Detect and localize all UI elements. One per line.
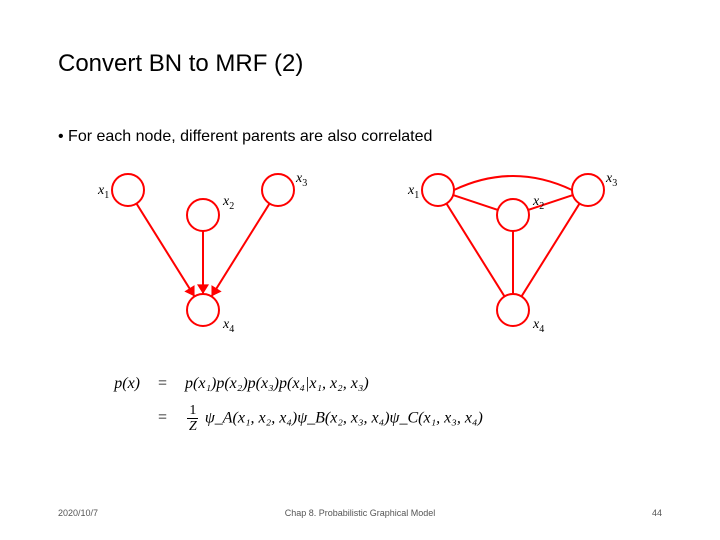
graph-node xyxy=(262,174,294,206)
footer-date: 2020/10/7 xyxy=(58,508,98,518)
edge xyxy=(453,195,498,210)
graph-node xyxy=(497,199,529,231)
edge xyxy=(211,204,269,297)
node-label: x3 xyxy=(605,171,617,189)
network-diagrams: x1 x2 x3 x4 x1 x2 x3 x4 xyxy=(88,160,648,360)
eq-lhs: p(x) xyxy=(100,370,140,399)
node-label: x1 xyxy=(97,183,109,201)
eq-rhs-2-text: ψ_A(x₁, x₂, x₄)ψ_B(x₂, x₃, x₄)ψ_C(x₁, x₃… xyxy=(205,409,483,426)
diagram-container: x1 x2 x3 x4 x1 x2 x3 x4 xyxy=(88,160,648,360)
frac-numerator: 1 xyxy=(187,403,198,419)
fraction: 1 Z xyxy=(187,403,199,435)
frac-denominator: Z xyxy=(187,419,199,434)
edge xyxy=(521,204,579,297)
node-label: x4 xyxy=(532,317,544,335)
eq-equals-2: = xyxy=(158,404,167,433)
slide-title: Convert BN to MRF (2) xyxy=(58,50,303,78)
eq-rhs-1-text: p(x₁)p(x₂)p(x₃)p(x₄|x₁, x₂, x₃) xyxy=(185,375,369,392)
edge xyxy=(136,204,194,297)
footer-chapter: Chap 8. Probabilistic Graphical Model xyxy=(285,508,436,518)
graph-node xyxy=(187,199,219,231)
graph-node xyxy=(422,174,454,206)
graph-node xyxy=(497,294,529,326)
frac-den-text: Z xyxy=(189,419,197,434)
equation-line-1: p(x) = p(x₁)p(x₂)p(x₃)p(x₄|x₁, x₂, x₃) xyxy=(100,370,483,399)
edge xyxy=(454,176,572,190)
node-label: x3 xyxy=(295,171,307,189)
equation-line-2: = 1 Z ψ_A(x₁, x₂, x₄)ψ_B(x₂, x₃, x₄)ψ_C(… xyxy=(100,403,483,435)
node-label: x4 xyxy=(222,317,234,335)
eq-rhs-1: p(x₁)p(x₂)p(x₃)p(x₄|x₁, x₂, x₃) xyxy=(185,370,369,399)
node-label: x2 xyxy=(222,194,234,212)
edge xyxy=(446,204,504,297)
footer-page-number: 44 xyxy=(652,508,662,518)
arrowhead-icon xyxy=(197,284,209,294)
graph-node xyxy=(187,294,219,326)
graph-node xyxy=(572,174,604,206)
eq-lhs-text: p(x) xyxy=(114,375,140,392)
equations-block: p(x) = p(x₁)p(x₂)p(x₃)p(x₄|x₁, x₂, x₃) =… xyxy=(100,370,483,435)
eq-rhs-2: 1 Z ψ_A(x₁, x₂, x₄)ψ_B(x₂, x₃, x₄)ψ_C(x₁… xyxy=(185,403,483,435)
bullet-text: • For each node, different parents are a… xyxy=(58,128,432,146)
graph-node xyxy=(112,174,144,206)
eq-equals-1: = xyxy=(158,370,167,399)
node-label: x2 xyxy=(532,194,544,212)
node-label: x1 xyxy=(407,183,419,201)
